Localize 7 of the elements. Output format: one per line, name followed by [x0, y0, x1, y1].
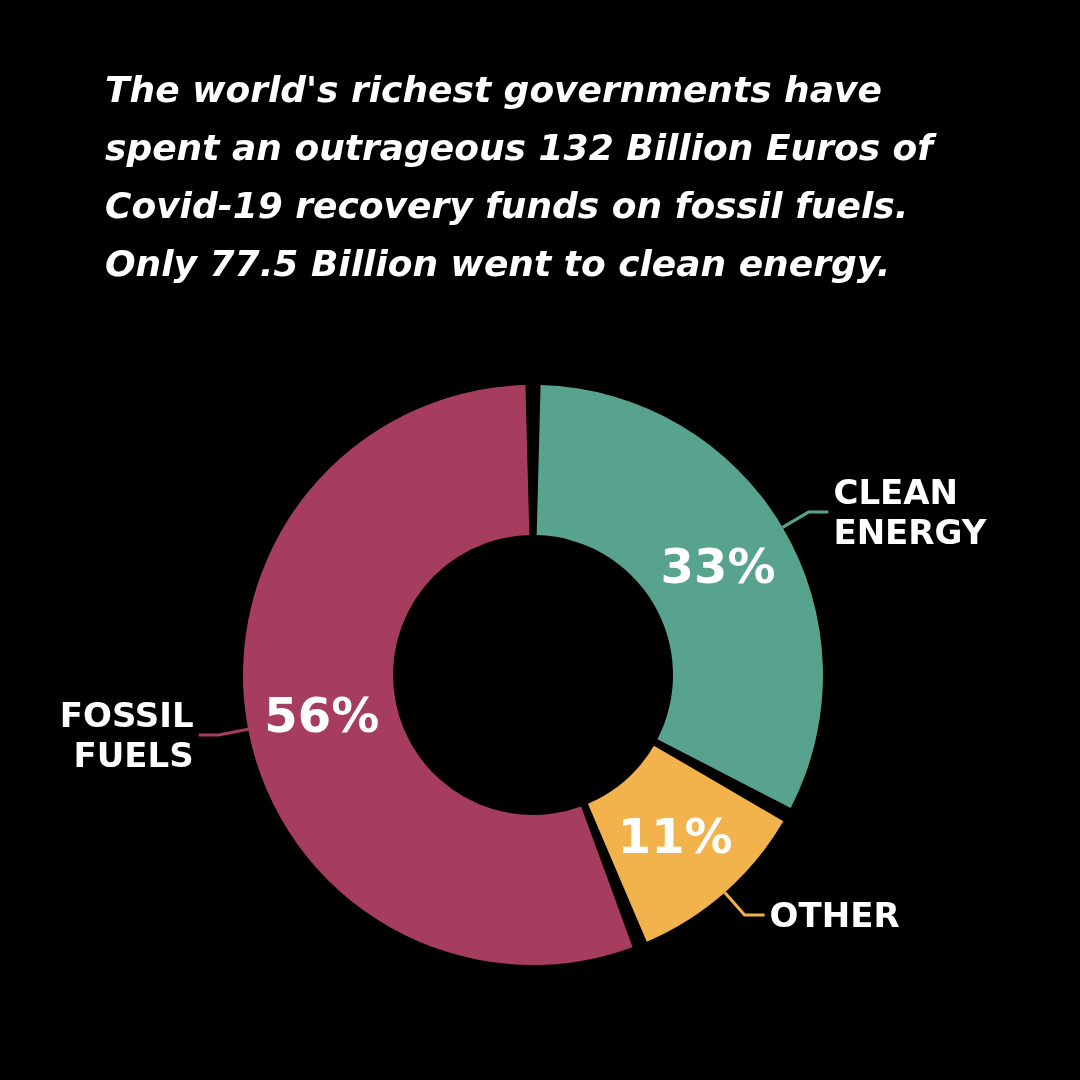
data-label: 11% — [617, 808, 733, 865]
data-label: 56% — [264, 687, 380, 744]
chart-title: The world's richest governments have spent an outrageous 132 Billion Euros of Covid-19 recovery funds on fossil fuels. Only 77.5 Billion went to clean energy. — [105, 68, 946, 284]
slice-label: OTHER — [769, 895, 900, 936]
data-label: 33% — [660, 537, 776, 594]
slice-label: FOSSIL FUELS — [59, 694, 194, 775]
slice-label: CLEAN ENERGY — [833, 472, 987, 553]
